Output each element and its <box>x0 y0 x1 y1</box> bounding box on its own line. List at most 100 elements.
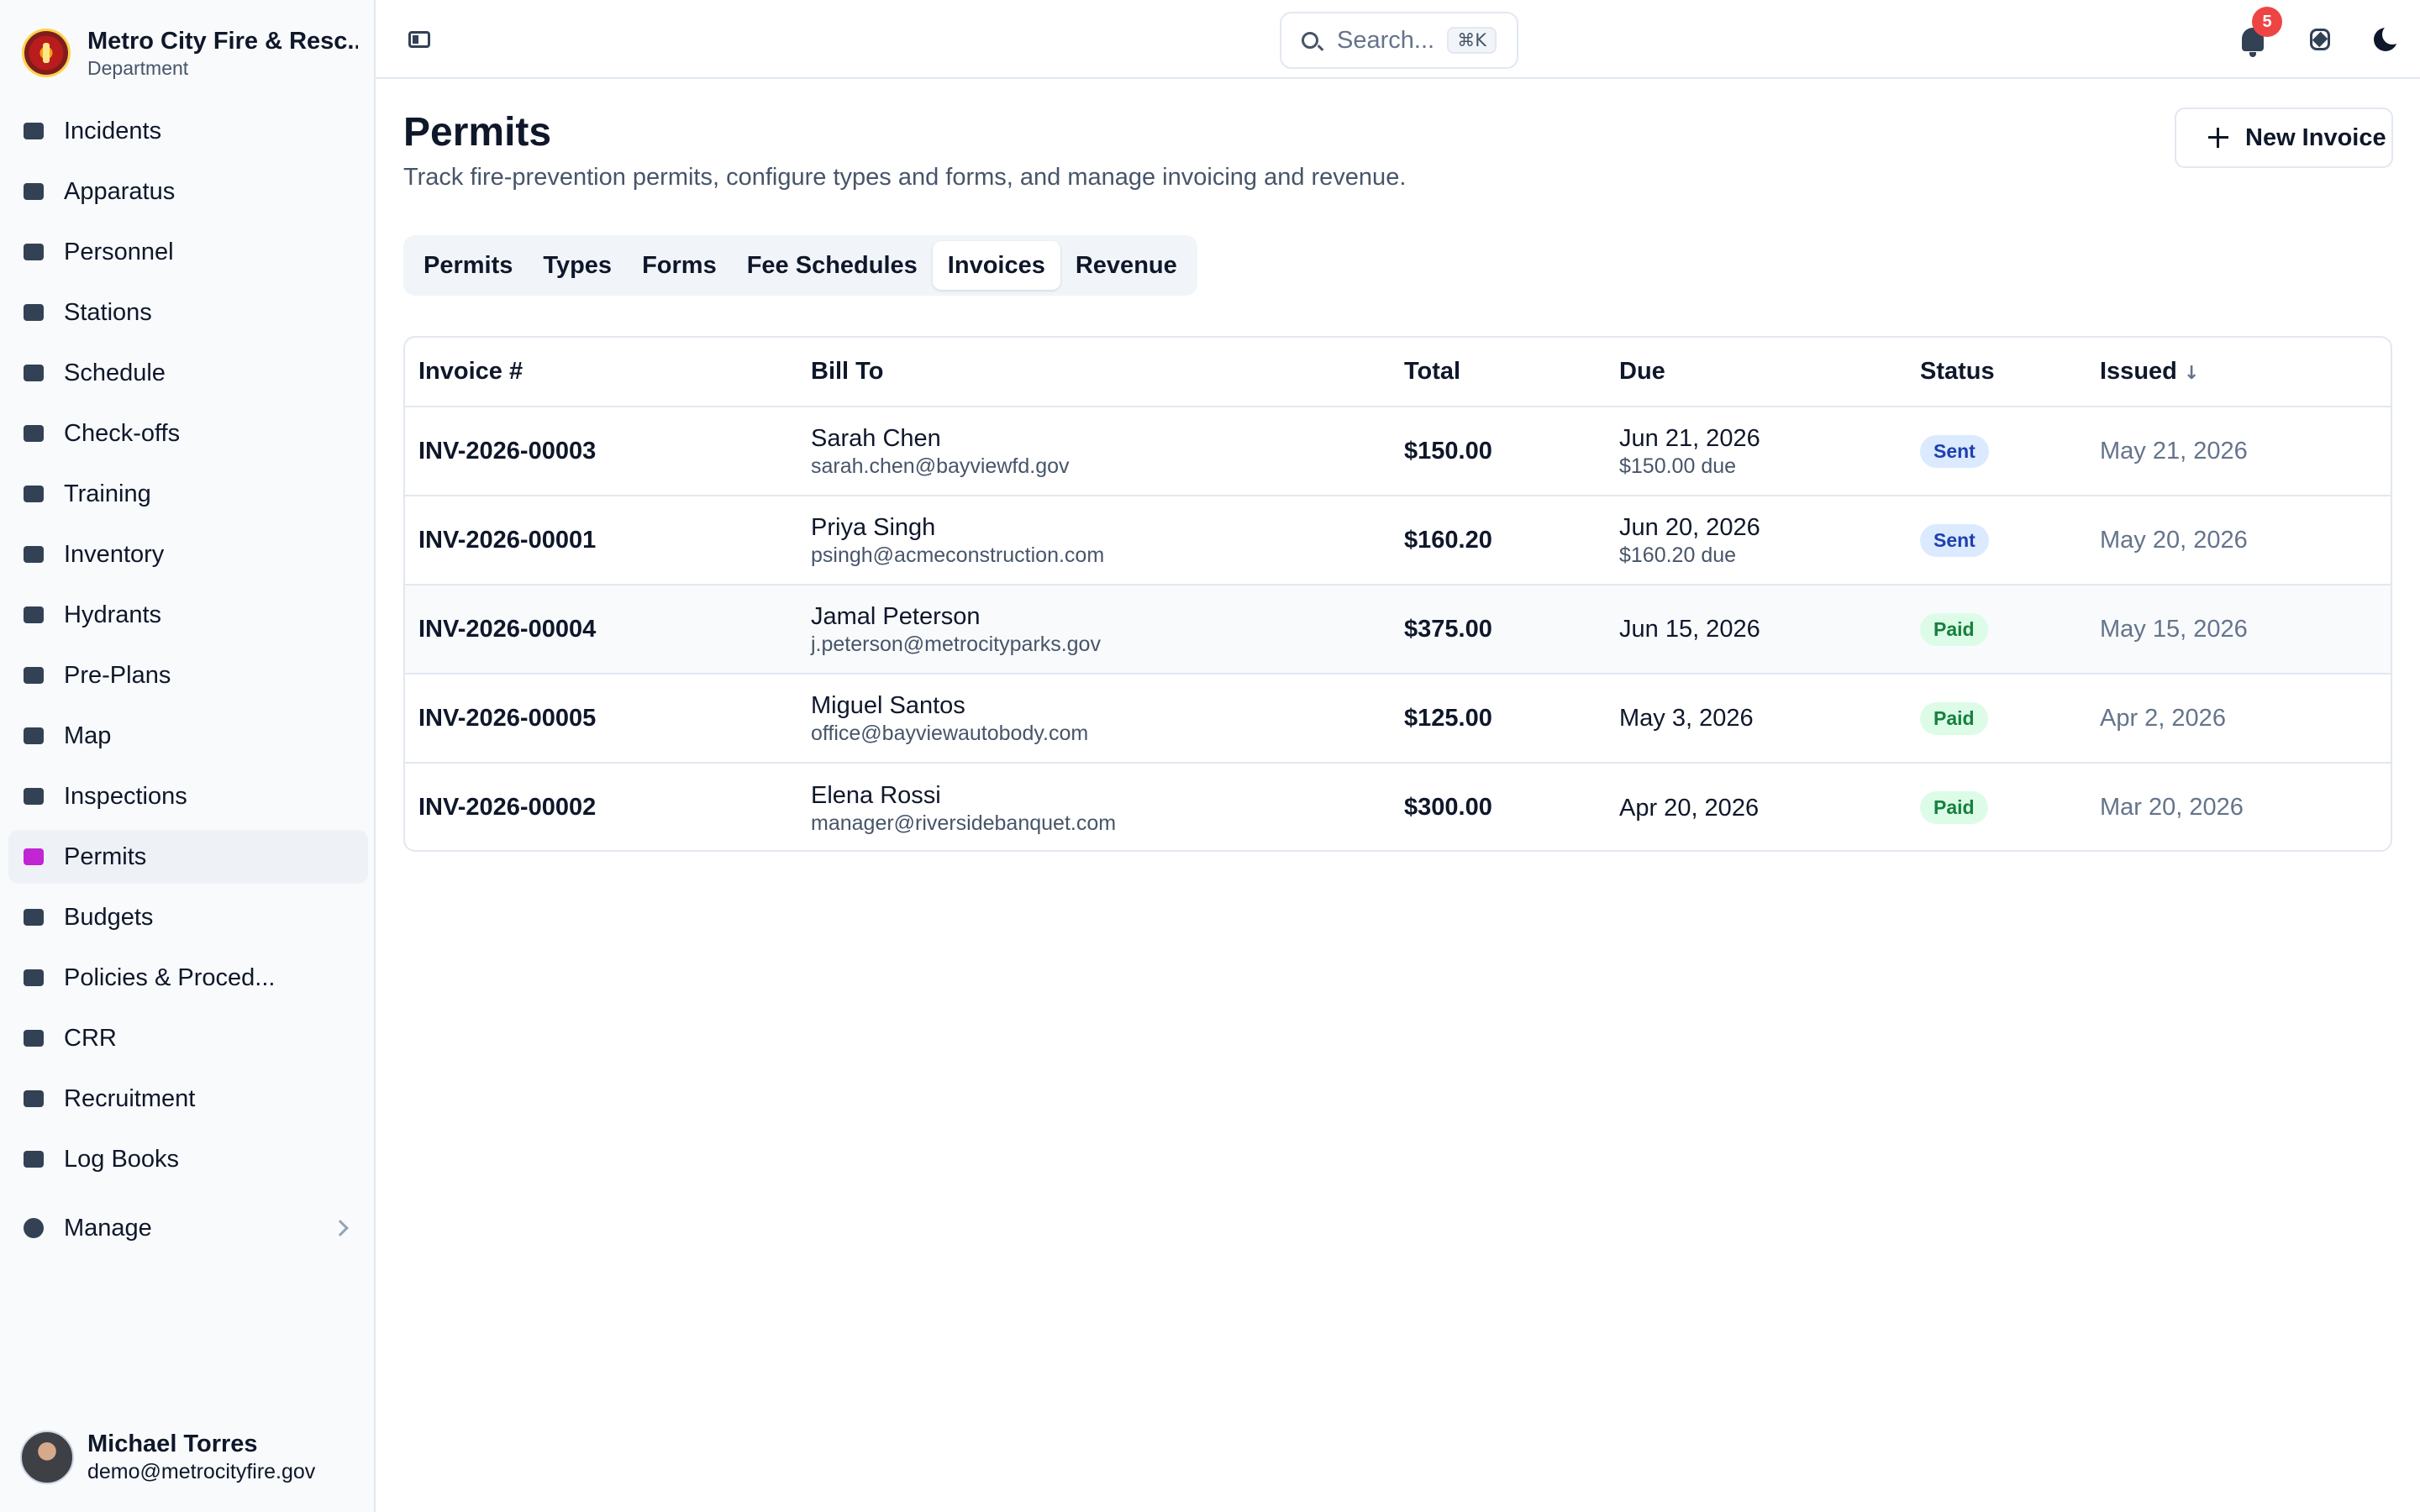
org-header[interactable]: Metro City Fire & Resc... Department <box>22 24 358 82</box>
bill-to-email: manager@riversidebanquet.com <box>811 811 1117 835</box>
invoice-total: $125.00 <box>1404 704 1492 732</box>
status-badge: Sent <box>1920 523 1989 557</box>
page-description: Track fire-prevention permits, configure… <box>403 164 1407 191</box>
column-header-due[interactable]: Due <box>1606 338 1907 407</box>
bill-to-name: Elena Rossi <box>811 781 941 809</box>
due-date: Jun 20, 2026 <box>1619 514 1760 541</box>
sidebar-item-personnel[interactable]: Personnel <box>8 225 368 279</box>
sidebar-item-incidents[interactable]: Incidents <box>8 104 368 158</box>
column-header-status[interactable]: Status <box>1907 338 2086 407</box>
tab-revenue[interactable]: Revenue <box>1075 251 1177 279</box>
dark-mode-moon-icon[interactable] <box>2370 24 2402 55</box>
column-header-invoice[interactable]: Invoice # <box>405 338 797 407</box>
sidebar-item-hydrants[interactable]: Hydrants <box>8 588 368 642</box>
sidebar-item-label: Stations <box>64 298 152 326</box>
user-email: demo@metrocityfire.gov <box>87 1460 316 1483</box>
sidebar-item-map[interactable]: Map <box>8 709 368 763</box>
sidebar-item-label: Hydrants <box>64 601 162 628</box>
tab-types[interactable]: Types <box>543 251 613 279</box>
page-title: Permits <box>403 110 552 155</box>
sidebar-item-policies-proced[interactable]: Policies & Proced... <box>8 951 368 1005</box>
table-row[interactable]: INV-2026-00004 Jamal Peterson j.peterson@m… <box>405 585 2391 674</box>
gear-icon <box>20 1215 47 1242</box>
bill-to-email: psingh@acmeconstruction.com <box>811 543 1105 567</box>
tab-forms[interactable]: Forms <box>642 251 717 279</box>
tab-permits[interactable]: Permits <box>424 251 513 279</box>
calendar-icon <box>20 360 47 386</box>
sidebar-item-label: Inspections <box>64 782 187 810</box>
sidebar-item-training[interactable]: Training <box>8 467 368 521</box>
sidebar-item-check-offs[interactable]: Check-offs <box>8 407 368 460</box>
id-card-icon <box>20 239 47 265</box>
handshake-icon <box>20 1085 47 1112</box>
sidebar-item-schedule[interactable]: Schedule <box>8 346 368 400</box>
sidebar: Metro City Fire & Resc... Department Inc… <box>0 0 376 1512</box>
user-profile[interactable]: Michael Torres demo@metrocityfire.gov <box>20 1428 356 1487</box>
sidebar-item-permits[interactable]: Permits <box>8 830 368 884</box>
invoice-total: $160.20 <box>1404 526 1492 554</box>
siren-icon <box>20 118 47 144</box>
table-row[interactable]: INV-2026-00001 Priya Singh psingh@acmecons… <box>405 496 2391 585</box>
due-date: May 3, 2026 <box>1619 705 1754 732</box>
hydrant-icon <box>20 601 47 628</box>
invoice-total: $300.00 <box>1404 794 1492 821</box>
permit-icon <box>20 843 47 870</box>
hammer-icon <box>20 541 47 568</box>
main-content: Search... ⌘K 5 Permits Track fire-preven… <box>376 0 2420 1512</box>
sidebar-item-pre-plans[interactable]: Pre-Plans <box>8 648 368 702</box>
sidebar-item-budgets[interactable]: Budgets <box>8 890 368 944</box>
new-invoice-button[interactable]: New Invoice <box>2175 108 2393 168</box>
sidebar-item-inventory[interactable]: Inventory <box>8 528 368 581</box>
sidebar-item-apparatus[interactable]: Apparatus <box>8 165 368 218</box>
sidebar-item-label: Budgets <box>64 903 154 931</box>
clipboard-check-icon <box>20 420 47 447</box>
sidebar-item-label: Check-offs <box>64 419 181 447</box>
column-header-issued[interactable]: Issued ↓ <box>2086 338 2391 407</box>
sidebar-item-label: Log Books <box>64 1145 180 1173</box>
bug-report-icon[interactable] <box>2304 24 2336 55</box>
sidebar-item-stations[interactable]: Stations <box>8 286 368 339</box>
avatar <box>20 1431 74 1484</box>
table-row[interactable]: INV-2026-00005 Miguel Santos office@bayvie… <box>405 674 2391 763</box>
issued-date: May 20, 2026 <box>2100 526 2248 554</box>
megaphone-icon <box>20 1025 47 1052</box>
amount-due: $160.20 due <box>1619 543 1737 567</box>
due-date: Jun 21, 2026 <box>1619 425 1760 452</box>
status-badge: Paid <box>1920 791 1988 824</box>
column-header-total[interactable]: Total <box>1391 338 1606 407</box>
sidebar-item-label: Recruitment <box>64 1084 196 1112</box>
chevron-right-icon <box>332 1220 349 1236</box>
tab-fee-schedules[interactable]: Fee Schedules <box>746 251 918 279</box>
tab-invoices[interactable]: Invoices <box>932 241 1060 290</box>
sidebar-item-manage[interactable]: Manage <box>8 1201 368 1255</box>
invoice-total: $150.00 <box>1404 437 1492 465</box>
new-invoice-label: New Invoice <box>2245 123 2386 151</box>
org-subtitle: Department <box>87 57 189 79</box>
issued-header-label: Issued <box>2100 358 2177 385</box>
table-row[interactable]: INV-2026-00002 Elena Rossi manager@riversi… <box>405 763 2391 850</box>
building-icon <box>20 299 47 326</box>
sidebar-item-recruitment[interactable]: Recruitment <box>8 1072 368 1126</box>
column-header-bill-to[interactable]: Bill To <box>797 338 1391 407</box>
search-placeholder: Search... <box>1337 26 1435 54</box>
due-date: Jun 15, 2026 <box>1619 616 1760 643</box>
sidebar-item-label: Pre-Plans <box>64 661 171 689</box>
search-button[interactable]: Search... ⌘K <box>1280 12 1518 69</box>
money-bag-icon <box>20 904 47 931</box>
table-row[interactable]: INV-2026-00003 Sarah Chen sarah.chen@bayvi… <box>405 407 2391 496</box>
sidebar-item-log-books[interactable]: Log Books <box>8 1132 368 1186</box>
invoice-number: INV-2026-00005 <box>418 704 597 732</box>
invoice-number: INV-2026-00004 <box>418 615 597 643</box>
status-badge: Paid <box>1920 612 1988 646</box>
floor-plan-icon <box>20 662 47 689</box>
sidebar-item-inspections[interactable]: Inspections <box>8 769 368 823</box>
fire-truck-icon <box>20 178 47 205</box>
user-name: Michael Torres <box>87 1431 258 1457</box>
bill-to-name: Sarah Chen <box>811 425 941 452</box>
sidebar-item-label: Training <box>64 480 151 507</box>
plus-icon <box>2208 128 2228 148</box>
book-icon <box>20 964 47 991</box>
sidebar-toggle-icon[interactable] <box>408 28 431 51</box>
sidebar-item-crr[interactable]: CRR <box>8 1011 368 1065</box>
top-bar: Search... ⌘K 5 <box>376 0 2420 79</box>
